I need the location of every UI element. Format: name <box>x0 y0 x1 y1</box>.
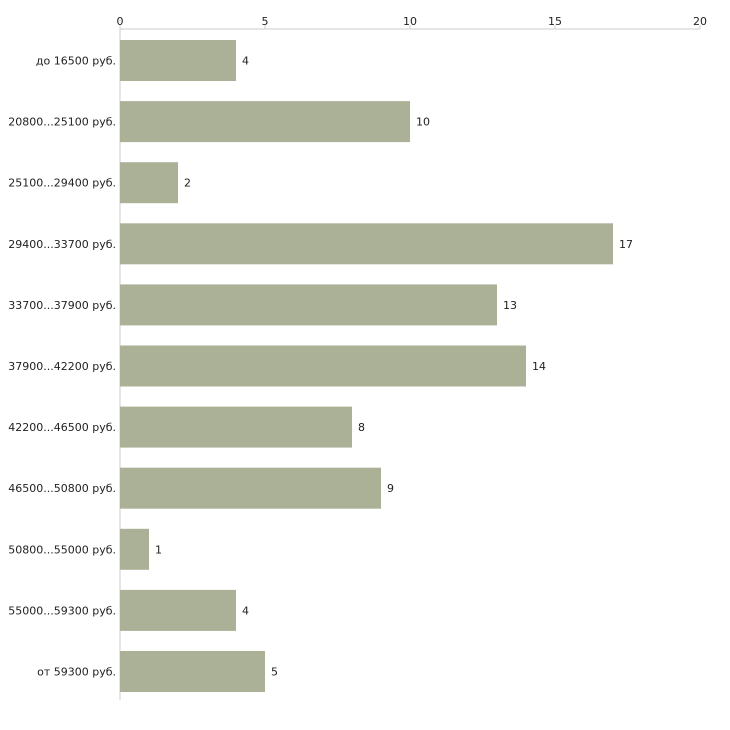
bars: до 16500 руб. 4 20800...25100 руб. 10 25100.… <box>8 40 633 692</box>
bar <box>120 40 236 81</box>
x-tick-label: 0 <box>117 15 124 28</box>
value-label: 10 <box>416 116 430 129</box>
bar <box>120 223 613 265</box>
category-label: 25100...29400 руб. <box>8 177 116 190</box>
category-label: 37900...42200 руб. <box>8 360 116 373</box>
value-label: 1 <box>155 543 162 556</box>
value-label: 4 <box>242 604 249 617</box>
x-tick-label: 15 <box>548 15 562 28</box>
x-tick-label: 5 <box>262 15 269 28</box>
value-label: 8 <box>358 421 365 434</box>
bar-group: 42200...46500 руб. 8 <box>8 406 365 448</box>
category-label: 33700...37900 руб. <box>8 299 116 312</box>
value-label: 2 <box>184 177 191 190</box>
bar <box>120 528 149 570</box>
x-tick-label: 10 <box>403 15 417 28</box>
value-label: 14 <box>532 360 546 373</box>
bar <box>120 651 265 692</box>
value-label: 17 <box>619 238 633 251</box>
category-label: 46500...50800 руб. <box>8 482 116 495</box>
bar-group: 20800...25100 руб. 10 <box>8 101 430 143</box>
value-label: 9 <box>387 482 394 495</box>
bar-group: 37900...42200 руб. 14 <box>8 345 546 387</box>
bar <box>120 467 381 509</box>
bar <box>120 589 236 631</box>
value-label: 4 <box>242 55 249 68</box>
bar <box>120 345 526 387</box>
bar-group: 46500...50800 руб. 9 <box>8 467 394 509</box>
bar <box>120 101 410 143</box>
value-label: 13 <box>503 299 517 312</box>
category-label: 29400...33700 руб. <box>8 238 116 251</box>
bar <box>120 406 352 448</box>
bar-group: 50800...55000 руб. 1 <box>8 528 162 570</box>
category-label: 50800...55000 руб. <box>8 543 116 556</box>
category-label: до 16500 руб. <box>36 55 116 68</box>
bar <box>120 162 178 204</box>
category-label: 20800...25100 руб. <box>8 116 116 129</box>
bar-group: 29400...33700 руб. 17 <box>8 223 633 265</box>
category-label: 42200...46500 руб. <box>8 421 116 434</box>
x-tick-label: 20 <box>693 15 707 28</box>
bar-group: 55000...59300 руб. 4 <box>8 589 249 631</box>
bar-group: 25100...29400 руб. 2 <box>8 162 191 204</box>
bar-group: от 59300 руб. 5 <box>37 651 278 692</box>
bar <box>120 284 497 326</box>
bar-group: 33700...37900 руб. 13 <box>8 284 517 326</box>
value-label: 5 <box>271 666 278 679</box>
category-label: от 59300 руб. <box>37 666 116 679</box>
x-axis-ticks: 0 5 10 15 20 <box>117 15 707 29</box>
category-label: 55000...59300 руб. <box>8 604 116 617</box>
bar-group: до 16500 руб. 4 <box>36 40 249 81</box>
